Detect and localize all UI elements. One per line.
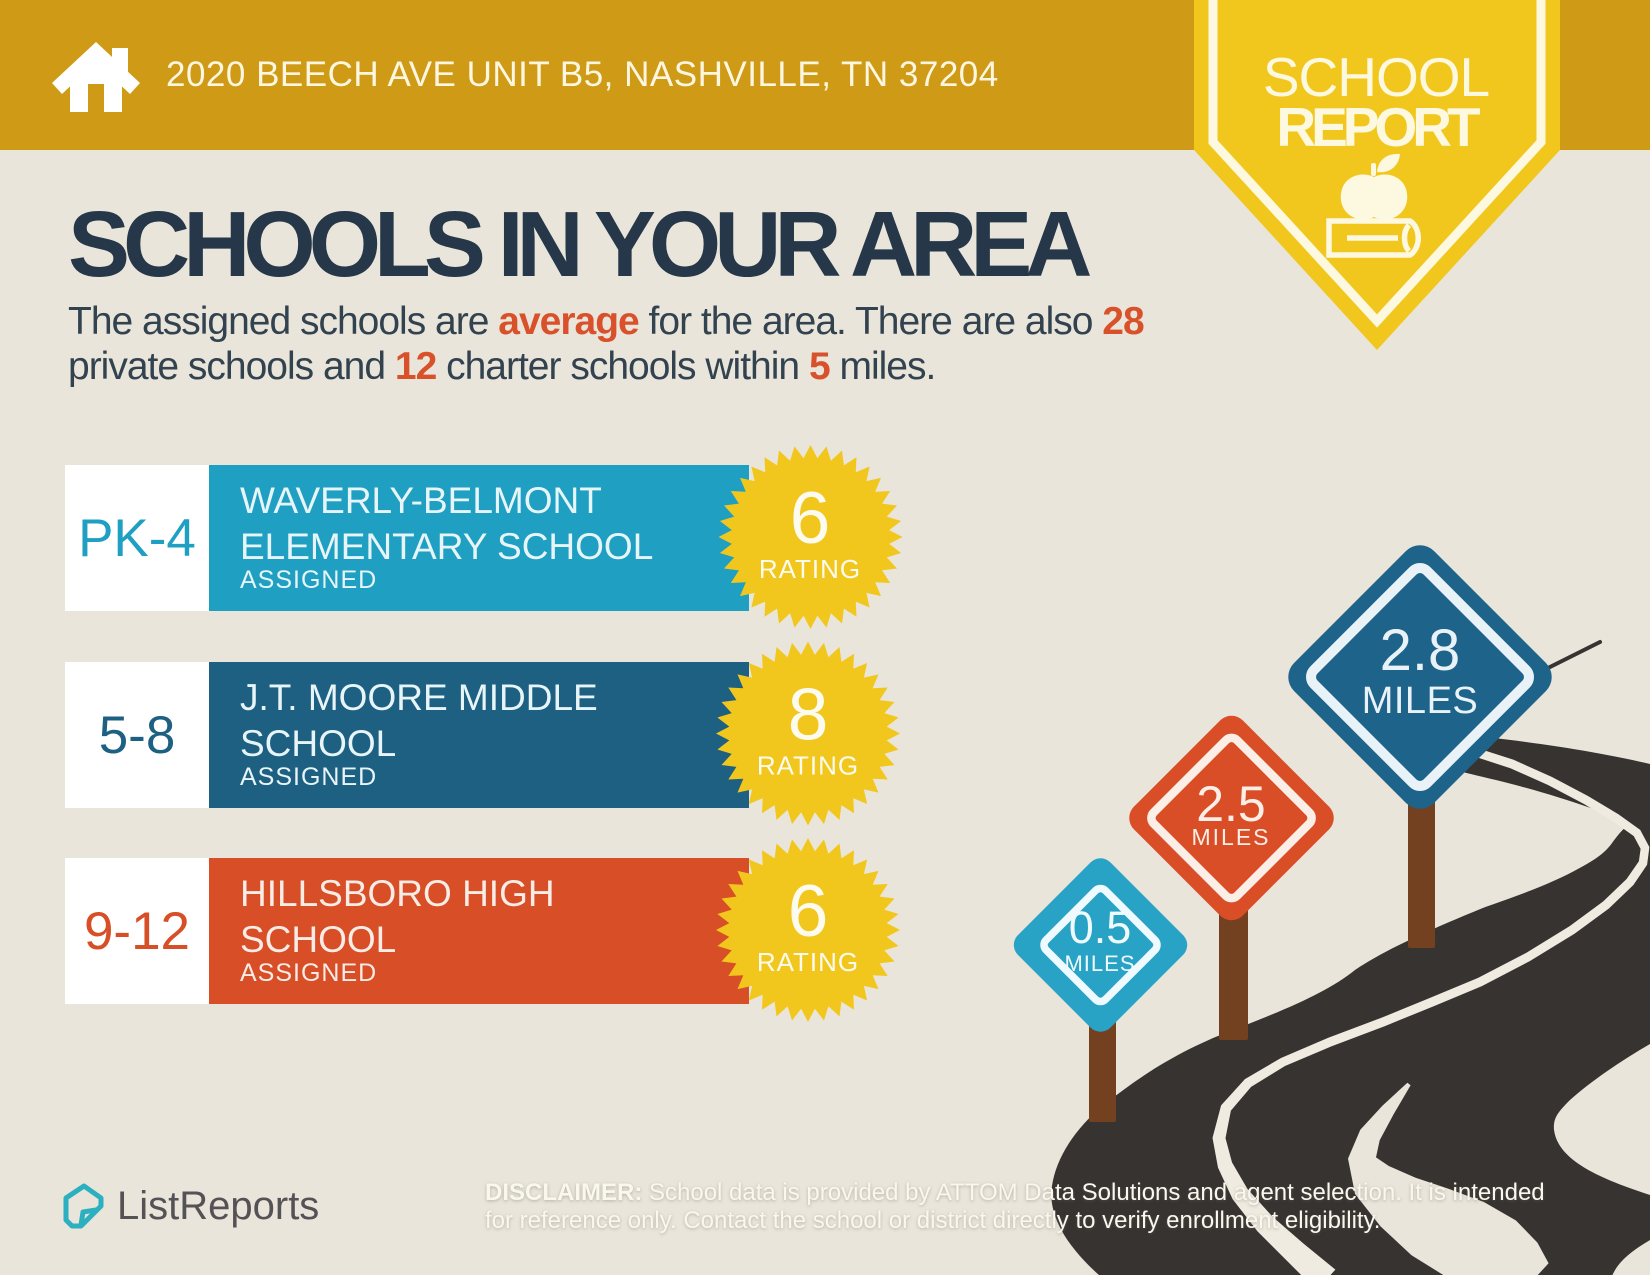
svg-text:6: 6 bbox=[790, 478, 831, 559]
svg-text:MILES: MILES bbox=[1064, 951, 1135, 976]
svg-text:2.5: 2.5 bbox=[1196, 776, 1266, 832]
svg-text:RATING: RATING bbox=[757, 947, 859, 977]
svg-text:RATING: RATING bbox=[759, 554, 861, 584]
svg-text:8: 8 bbox=[788, 675, 829, 756]
svg-text:MILES: MILES bbox=[1191, 824, 1270, 850]
svg-text:SCHOOL: SCHOOL bbox=[1263, 46, 1489, 108]
svg-text:6: 6 bbox=[788, 871, 829, 952]
svg-text:MILES: MILES bbox=[1362, 680, 1479, 722]
svg-text:0.5: 0.5 bbox=[1069, 902, 1132, 953]
svg-text:REPORT: REPORT bbox=[1276, 96, 1480, 158]
svg-text:2.8: 2.8 bbox=[1380, 618, 1461, 683]
svg-text:RATING: RATING bbox=[757, 751, 859, 781]
